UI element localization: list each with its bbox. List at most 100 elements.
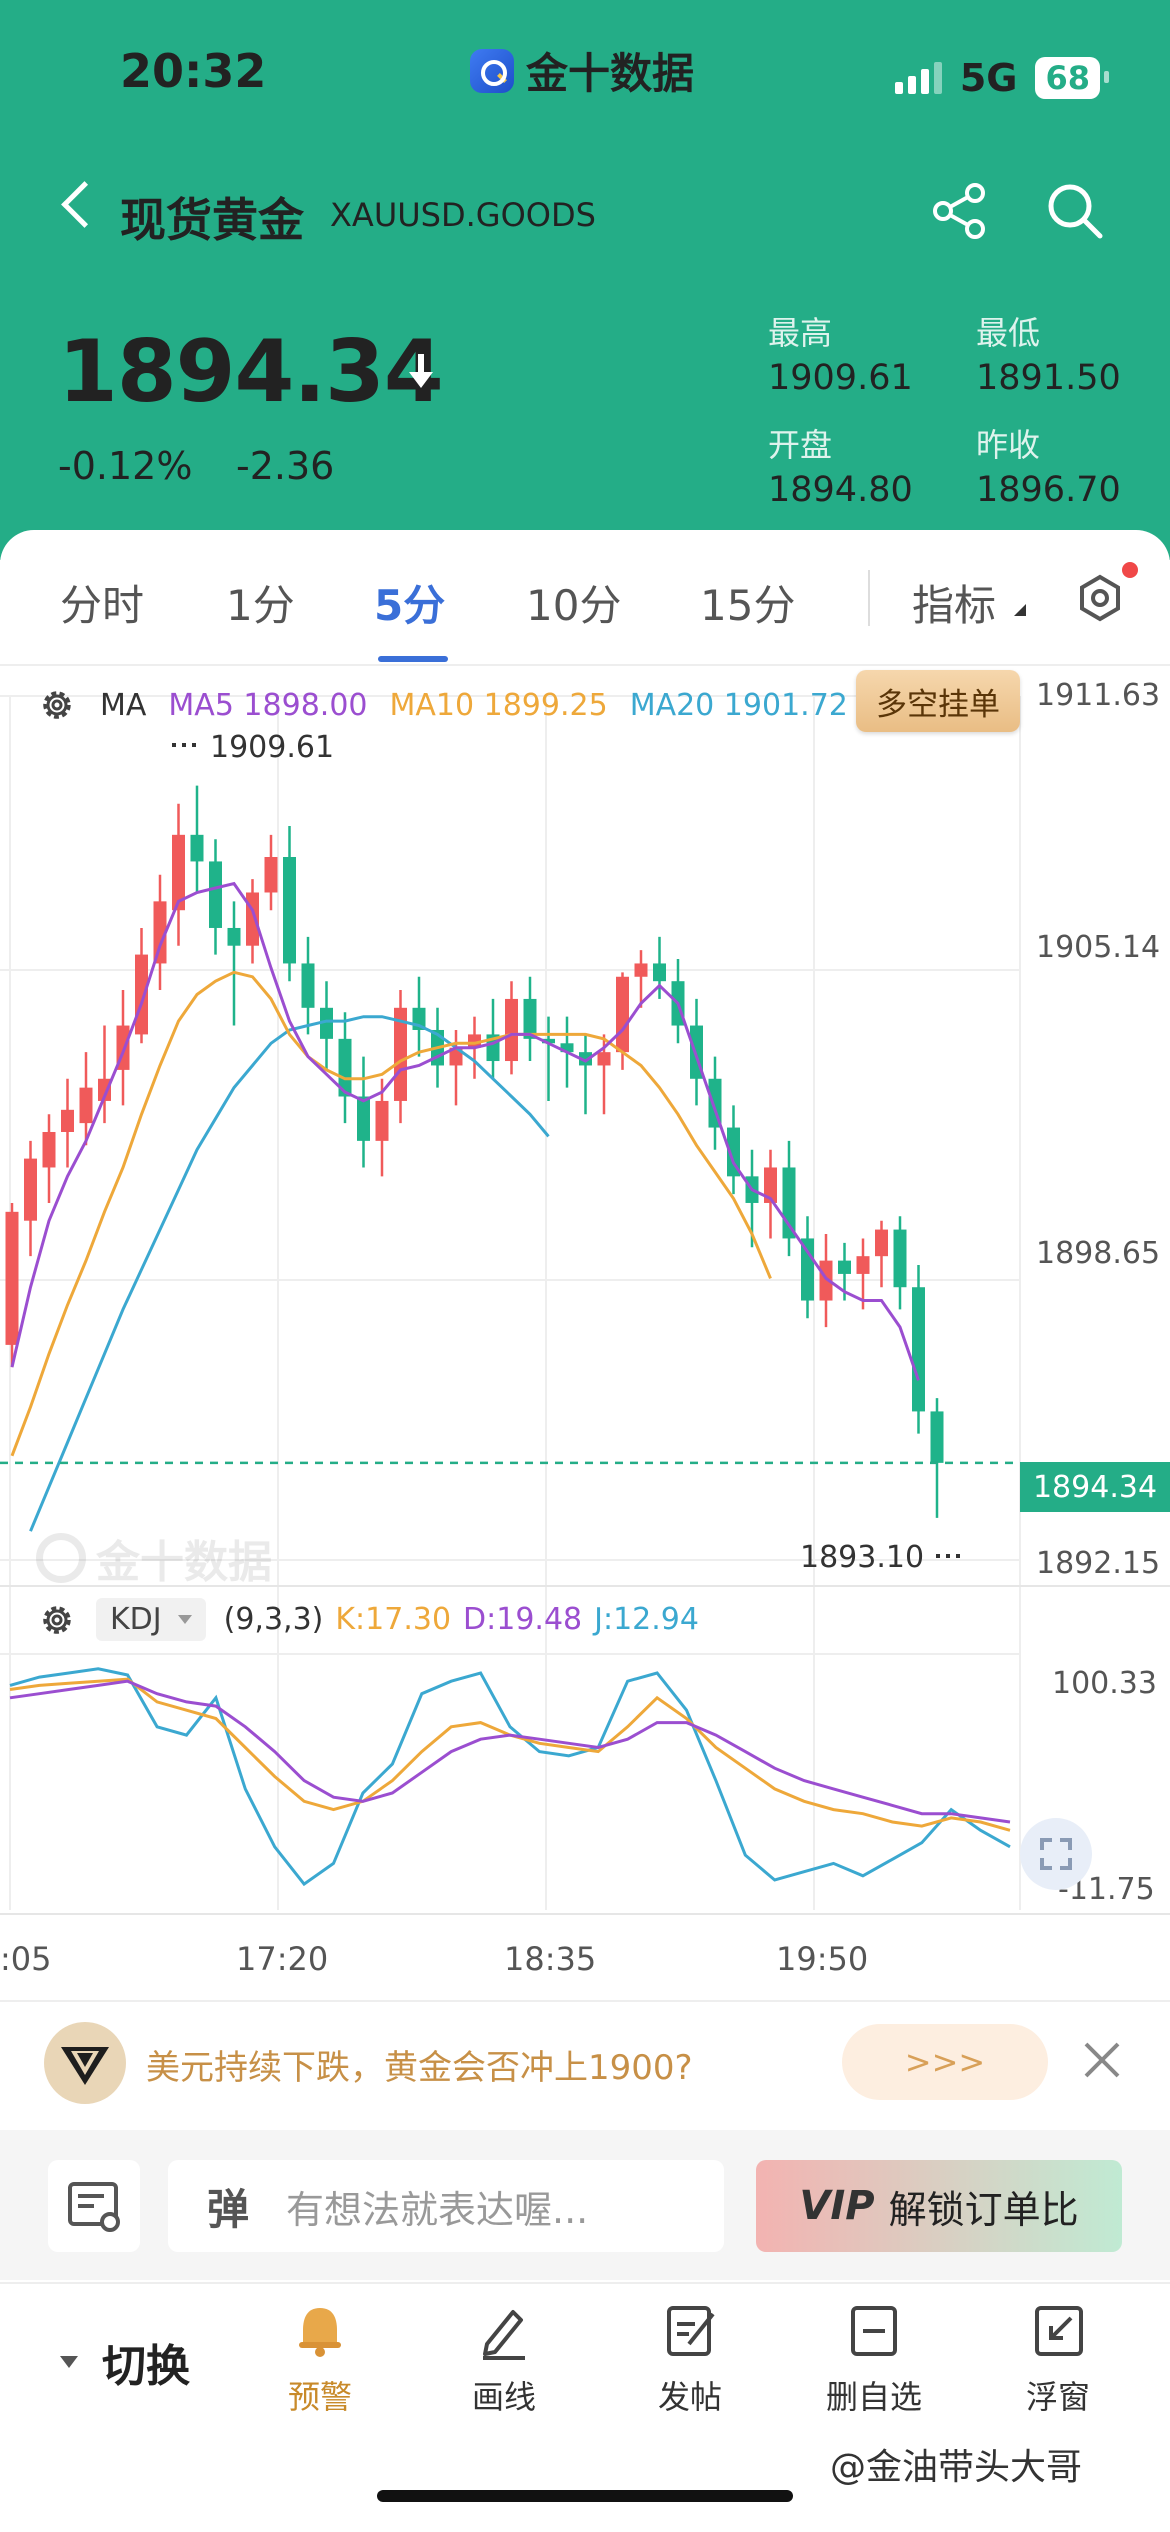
period-tabs: 分时 1分 5分 10分 15分 指标 xyxy=(0,560,1170,662)
news-banner[interactable] xyxy=(0,2000,1170,2126)
pen-icon xyxy=(483,2310,525,2360)
tab-timeshare[interactable]: 分时 xyxy=(60,581,145,630)
ma20-line xyxy=(29,1015,550,1532)
nav-remove-watchlist[interactable]: 删自选 xyxy=(804,2300,944,2418)
comment-placeholder: 有想法就表达喔... xyxy=(286,2187,589,2232)
bell-icon xyxy=(299,2308,341,2357)
nav-draw-line[interactable]: 画线 xyxy=(434,2300,574,2418)
caret-down-icon xyxy=(60,2356,78,2368)
candle-body xyxy=(542,1038,555,1044)
indicator-select[interactable]: KDJ xyxy=(96,1598,206,1641)
post-icon xyxy=(667,2306,715,2356)
tab-1min[interactable]: 1分 xyxy=(226,581,295,630)
ma-label: MA xyxy=(100,687,147,723)
tab-10min[interactable]: 10分 xyxy=(526,581,622,630)
candle-body xyxy=(98,1078,111,1101)
dropdown-corner-icon xyxy=(1014,604,1026,616)
status-indicators: 5G 68 xyxy=(894,56,1109,100)
notes-button[interactable] xyxy=(48,2160,140,2252)
stat-value: 1891.50 xyxy=(976,358,1121,398)
float-window-icon xyxy=(1035,2306,1083,2356)
nav-post[interactable]: 发帖 xyxy=(620,2300,760,2418)
expand-chart-button[interactable] xyxy=(1020,1818,1092,1890)
switch-label: 切换 xyxy=(102,2341,190,2392)
ma20-value: MA20 1901.72 xyxy=(629,687,848,723)
active-tab-indicator xyxy=(378,656,448,662)
long-short-orders-button[interactable]: 多空挂单 xyxy=(856,670,1020,732)
kdj-axis-label: 100.33 xyxy=(1052,1666,1157,1701)
vip-badge: VIP xyxy=(799,2183,875,2229)
candle-body xyxy=(375,1100,389,1141)
share-icon[interactable] xyxy=(928,180,990,242)
tab-15min[interactable]: 15分 xyxy=(700,581,796,630)
candle-body xyxy=(264,857,278,893)
candle-body xyxy=(172,834,185,911)
status-app-name: 金十数据 xyxy=(526,49,695,98)
remove-watchlist-icon xyxy=(851,2306,897,2356)
network-type: 5G xyxy=(959,56,1018,100)
nav-label: 删自选 xyxy=(825,2378,922,2416)
nav-float-window[interactable]: 浮窗 xyxy=(988,2300,1128,2418)
candle-body xyxy=(394,1007,407,1101)
switch-button[interactable]: 切换 xyxy=(60,2330,190,2394)
candle-body xyxy=(505,998,518,1062)
candle-body xyxy=(338,1038,352,1097)
candle-body xyxy=(227,927,241,946)
ma-legend: MA MA5 1898.00 MA10 1899.25 MA20 1901.72 xyxy=(36,684,848,726)
back-button[interactable] xyxy=(58,182,98,232)
price-axis-label: 1892.15 xyxy=(1036,1546,1161,1581)
stat-label: 最低 xyxy=(976,314,1041,352)
danmaku-icon[interactable]: 弹 xyxy=(206,2184,249,2234)
stat-low: 最低 1891.50 xyxy=(976,308,1121,398)
fullscreen-icon xyxy=(1040,1838,1072,1870)
candle-body xyxy=(79,1087,93,1124)
candle-body xyxy=(560,1043,574,1053)
indicator-name: KDJ xyxy=(110,1602,162,1637)
chart-settings-icon[interactable] xyxy=(1076,574,1124,622)
watermark-logo-icon xyxy=(36,1533,86,1583)
candle-body xyxy=(357,1096,370,1141)
candle-body xyxy=(42,1131,56,1168)
tab-indicators[interactable]: 指标 xyxy=(912,581,997,630)
kline-chart[interactable] xyxy=(0,666,1170,1996)
home-indicator[interactable] xyxy=(377,2490,793,2502)
ma5-value: MA5 1898.00 xyxy=(168,687,368,723)
price-axis-label: 1905.14 xyxy=(1036,930,1161,965)
stat-value: 1894.80 xyxy=(768,470,913,510)
stat-value: 1896.70 xyxy=(976,470,1121,510)
nav-label: 预警 xyxy=(287,2378,352,2416)
gear-icon[interactable] xyxy=(36,684,78,726)
nav-alert[interactable]: 预警 xyxy=(250,2300,390,2418)
candle-body xyxy=(653,963,666,982)
stat-label: 开盘 xyxy=(768,426,833,464)
kdj-j-line xyxy=(9,1667,1011,1887)
kdj-d-line xyxy=(9,1679,1011,1824)
status-app-indicator: 金十数据 xyxy=(470,40,694,101)
candle-body xyxy=(5,1211,19,1345)
candle-body xyxy=(819,1260,833,1301)
comment-input[interactable]: 弹 有想法就表达喔... xyxy=(168,2160,724,2252)
time-axis-label: 18:35 xyxy=(504,1940,597,1978)
candle-body xyxy=(838,1260,851,1274)
tab-5min[interactable]: 5分 xyxy=(374,581,446,630)
candle-body xyxy=(283,857,296,964)
vip-unlock-button[interactable]: VIP 解锁订单比 xyxy=(756,2160,1122,2252)
candle-body xyxy=(634,963,648,977)
app-logo-icon xyxy=(470,48,514,93)
current-price: 1894.34 xyxy=(58,322,444,422)
battery-icon: 68 xyxy=(1035,57,1109,99)
stat-value: 1909.61 xyxy=(768,358,913,398)
quote-header xyxy=(0,0,1170,560)
low-marker-label: 1893.10 xyxy=(800,1540,925,1575)
candle-body xyxy=(246,892,259,946)
price-axis-label: 1898.65 xyxy=(1036,1236,1161,1271)
current-price-tag: 1894.34 xyxy=(1020,1462,1170,1512)
divider xyxy=(0,664,1170,666)
candle-body xyxy=(782,1167,796,1239)
news-headline[interactable]: 美元持续下跌，黄金会否冲上1900? xyxy=(146,2048,693,2088)
close-icon[interactable] xyxy=(1080,2038,1124,2082)
stat-prev-close: 昨收 1896.70 xyxy=(976,420,1121,510)
gear-icon[interactable] xyxy=(36,1599,78,1641)
news-more-button[interactable]: >>> xyxy=(842,2024,1048,2100)
search-icon[interactable] xyxy=(1044,180,1106,242)
